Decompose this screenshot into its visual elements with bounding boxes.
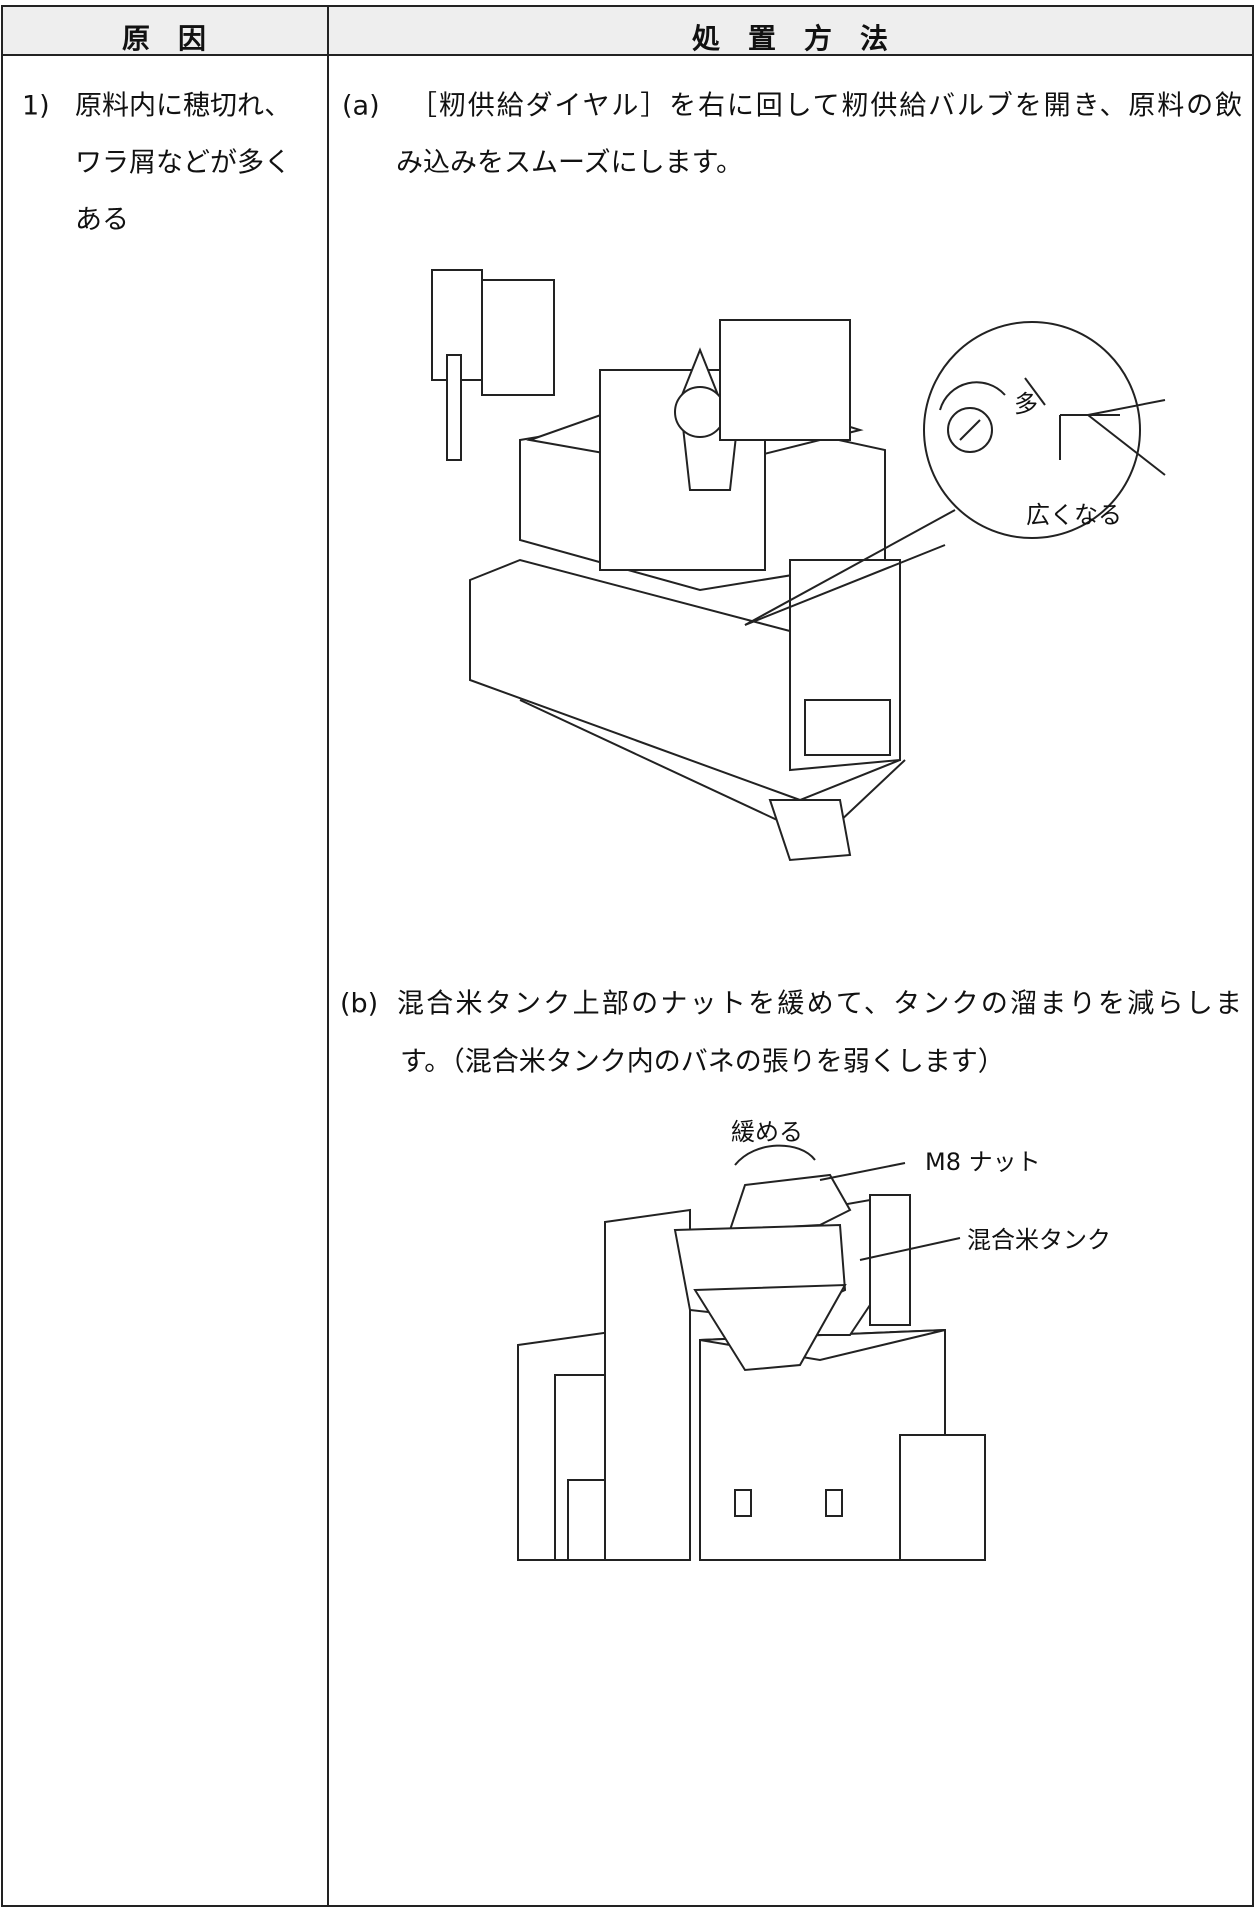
tank-illustration — [517, 1144, 986, 1561]
action-label: (b) — [340, 989, 378, 1020]
table-border — [1, 5, 1254, 1907]
figure-label: 緩める — [731, 1118, 803, 1146]
figure-label: M8 ナット — [925, 1148, 1041, 1176]
action-line: す。（混合米タンク内のバネの張りを弱くします） — [400, 1047, 1005, 1078]
action-line: み込みをスムーズにします。 — [396, 148, 743, 179]
header-cause: 原 因 — [122, 22, 206, 55]
figure-label: 多 — [1014, 390, 1038, 418]
header-action: 処 置 方 法 — [692, 22, 888, 55]
figure-label: 広くなる — [1026, 501, 1122, 529]
cause-line: 原料内に穂切れ、 — [75, 91, 291, 122]
action-line: 混合米タンク上部のナットを緩めて、タンクの溜まりを減らしま — [397, 989, 1242, 1020]
header-background — [3, 7, 1252, 55]
machine-illustration — [431, 269, 1166, 862]
cause-line: ワラ屑などが多く — [75, 148, 291, 179]
action-label: (a) — [342, 91, 380, 122]
cause-number: 1) — [22, 91, 50, 122]
figure-label: 混合米タンク — [967, 1226, 1111, 1254]
cause-line: ある — [75, 205, 129, 236]
action-line: ［籾供給ダイヤル］を右に回して籾供給バルブを開き、原料の飲 — [410, 91, 1242, 122]
